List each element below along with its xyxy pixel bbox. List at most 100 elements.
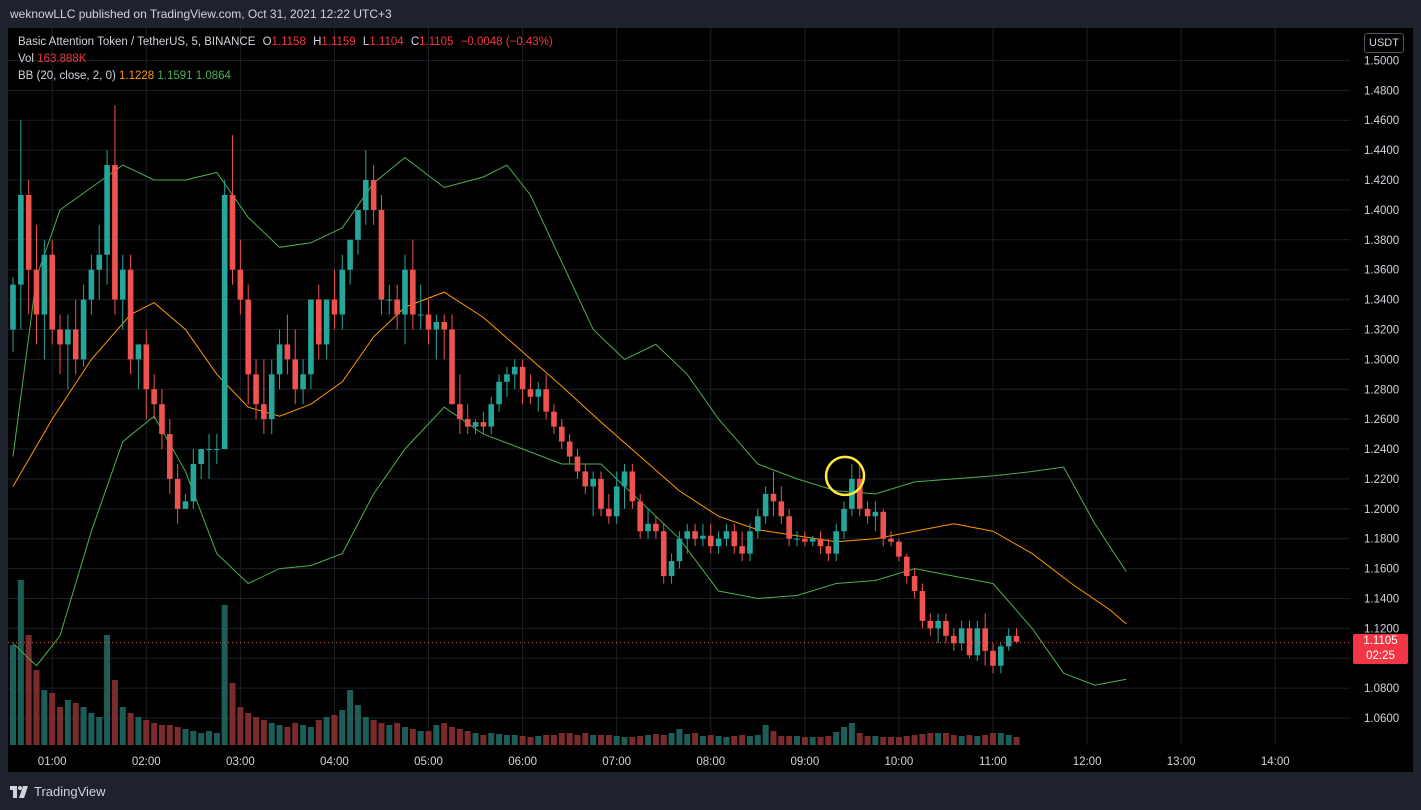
- x-tick-label: 05:00: [414, 756, 443, 768]
- volume-bar: [652, 734, 659, 745]
- candle: [621, 471, 628, 487]
- candle: [41, 254, 48, 315]
- candle: [974, 628, 981, 656]
- candle: [323, 299, 330, 345]
- volume-bar: [127, 713, 134, 745]
- candle: [606, 508, 612, 517]
- volume-bar: [605, 735, 612, 745]
- y-tick-label: 1.3400: [1364, 295, 1399, 307]
- x-tick-label: 01:00: [38, 756, 67, 768]
- candle: [794, 538, 800, 540]
- volume-bar: [582, 733, 589, 745]
- candle: [268, 374, 275, 420]
- bb-lower-value: 1.0864: [195, 70, 231, 82]
- volume-bar: [268, 723, 275, 745]
- candle: [629, 471, 636, 502]
- y-tick-label: 1.1800: [1364, 534, 1399, 546]
- volume-bar: [96, 717, 103, 745]
- candle: [104, 165, 110, 255]
- y-tick-label: 1.3000: [1364, 354, 1399, 366]
- volume-bar: [692, 733, 699, 745]
- candle: [637, 501, 643, 532]
- x-tick-label: 04:00: [320, 756, 349, 768]
- legend-bb-row[interactable]: BB (20, close, 2, 0) 1.1228 1.1591 1.086…: [18, 68, 553, 85]
- volume-bar: [809, 737, 816, 745]
- candle: [519, 366, 526, 390]
- candle: [159, 404, 165, 435]
- candle: [802, 538, 808, 542]
- symbol-name[interactable]: Basic Attention Token / TetherUS, 5, BIN…: [18, 36, 256, 48]
- volume-bar: [880, 737, 887, 745]
- candle: [527, 389, 534, 397]
- candle: [833, 531, 839, 554]
- volume-bar: [746, 736, 753, 745]
- volume-bar: [25, 635, 32, 745]
- legend-volume-row[interactable]: Vol 163.888K: [18, 51, 553, 68]
- volume-bar: [778, 736, 785, 745]
- tradingview-logo[interactable]: TradingView: [10, 784, 106, 799]
- volume-bar: [550, 735, 557, 745]
- y-tick-label: 1.0600: [1364, 713, 1399, 725]
- candle: [943, 620, 949, 636]
- volume-bar: [1013, 737, 1020, 745]
- candle: [135, 344, 142, 360]
- volume-bar: [574, 735, 581, 745]
- candle: [951, 635, 957, 644]
- candle: [590, 478, 596, 487]
- volume-bar: [942, 733, 949, 745]
- candle: [331, 299, 338, 315]
- candle: [982, 628, 988, 651]
- volume-bar: [253, 717, 260, 745]
- y-tick-label: 1.5000: [1364, 55, 1399, 67]
- volume-bar: [409, 729, 416, 745]
- volume-bar: [511, 735, 518, 745]
- candle: [786, 516, 792, 539]
- volume-bar: [323, 717, 330, 745]
- x-tick-label: 09:00: [790, 756, 819, 768]
- candle: [919, 591, 926, 621]
- volume-bar: [935, 733, 942, 745]
- candle: [355, 209, 361, 240]
- volume-bar: [433, 725, 440, 745]
- candle: [112, 165, 118, 300]
- candle: [739, 546, 745, 554]
- chart-legend: Basic Attention Token / TetherUS, 5, BIN…: [18, 34, 553, 85]
- candle: [817, 538, 824, 547]
- volume-bar: [488, 733, 495, 745]
- candle: [378, 209, 385, 300]
- x-tick-label: 14:00: [1261, 756, 1290, 768]
- candle: [214, 449, 220, 451]
- volume-bar: [245, 713, 252, 745]
- currency-button[interactable]: USDT: [1364, 33, 1404, 53]
- candle: [715, 538, 722, 547]
- candle: [692, 531, 698, 539]
- high-value: 1.1159: [321, 36, 356, 48]
- candles: [10, 105, 1020, 674]
- volume-bar: [1005, 735, 1012, 745]
- volume-bar: [276, 725, 283, 745]
- volume-bar: [558, 733, 565, 745]
- volume-bar: [417, 731, 424, 745]
- volume-bar: [982, 735, 989, 745]
- bb-label: BB (20, close, 2, 0): [18, 70, 116, 82]
- candle: [504, 374, 510, 382]
- volume-bar: [598, 735, 604, 745]
- y-tick-label: 1.2600: [1364, 414, 1399, 426]
- candle: [700, 535, 706, 539]
- bottom-bar: TradingView: [0, 772, 1421, 810]
- volume-bar: [456, 729, 463, 745]
- candle: [198, 449, 204, 464]
- open-label: O: [262, 36, 272, 48]
- candle: [660, 531, 667, 577]
- volume-bar: [221, 605, 228, 745]
- candle: [370, 180, 377, 210]
- candle: [10, 284, 16, 330]
- candle: [433, 322, 440, 330]
- volume-bar: [801, 737, 808, 745]
- candle: [723, 531, 730, 539]
- candle: [731, 531, 738, 547]
- volume-bar: [151, 723, 158, 745]
- volume-bar: [856, 733, 863, 745]
- candle: [559, 426, 565, 442]
